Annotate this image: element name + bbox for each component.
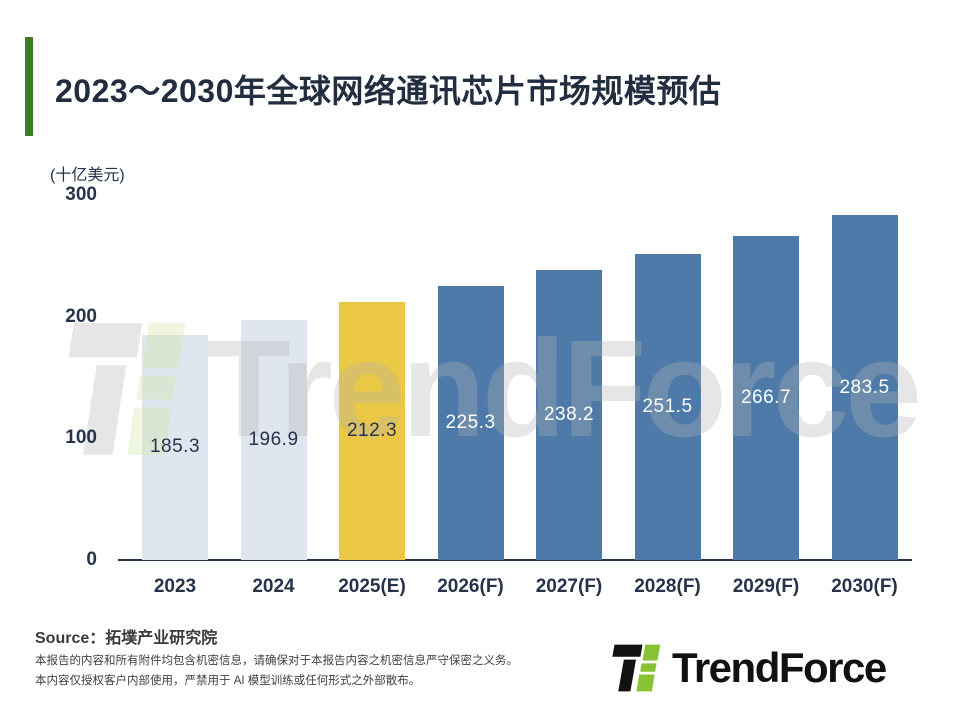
bar-value-label: 225.3: [445, 411, 496, 433]
bar-2029(F): [733, 235, 799, 560]
y-axis-unit-label: (十亿美元): [50, 167, 125, 184]
trendforce-logo-icon: [612, 644, 661, 692]
page-title: 2023～2030年全球网络通讯芯片市场规模预估: [55, 73, 722, 109]
bar-2030(F): [831, 215, 898, 560]
disclaimer-text: 本报告的内容和所有附件均包含机密信息，请确保对于本报告内容之机密信息严守保密之义…: [35, 652, 518, 691]
bar-2025(E): [339, 301, 405, 560]
trendforce-logo: TrendForce: [608, 640, 887, 696]
y-tick-label: 100: [65, 427, 97, 449]
disclaimer-line-2: 本内容仅授权客户内部使用，严禁用于 AI 模型训练或任何形式之外部散布。: [35, 674, 421, 687]
bar-value-label: 185.3: [149, 436, 201, 458]
bar-2024: [240, 320, 307, 560]
y-tick-label: 0: [86, 549, 97, 570]
y-tick-label: 200: [65, 305, 97, 327]
x-tick-label-2023: 2023: [153, 576, 197, 597]
x-tick-label-2026(F): 2026(F): [437, 576, 504, 597]
bar-value-label: 283.5: [839, 376, 890, 398]
x-tick-label-2025(E): 2025(E): [338, 576, 406, 597]
bar-2028(F): [634, 254, 701, 560]
bar-2026(F): [437, 285, 504, 560]
bar-value-label: 196.9: [248, 429, 299, 451]
bar-value-label: 238.2: [543, 404, 595, 426]
x-axis-line: [118, 559, 912, 561]
bar-2023: [142, 334, 208, 560]
bar-value-label: 266.7: [740, 386, 792, 408]
title-accent-bar: [25, 37, 33, 136]
x-tick-label-2024: 2024: [252, 576, 295, 597]
x-tick-label-2028(F): 2028(F): [634, 576, 701, 597]
x-tick-label-2027(F): 2027(F): [535, 576, 603, 597]
source-label: Source：拓墣产业研究院: [35, 630, 218, 647]
y-tick-label: 300: [65, 184, 97, 205]
bar-value-label: 251.5: [642, 396, 693, 417]
bar-value-label: 212.3: [346, 419, 398, 441]
x-tick-label-2029(F): 2029(F): [732, 576, 800, 597]
bar-2027(F): [536, 270, 602, 560]
x-tick-label-2030(F): 2030(F): [831, 576, 898, 597]
trendforce-logo-text: TrendForce: [672, 644, 887, 691]
disclaimer-line-1: 本报告的内容和所有附件均包含机密信息，请确保对于本报告内容之机密信息严守保密之义…: [35, 655, 518, 667]
